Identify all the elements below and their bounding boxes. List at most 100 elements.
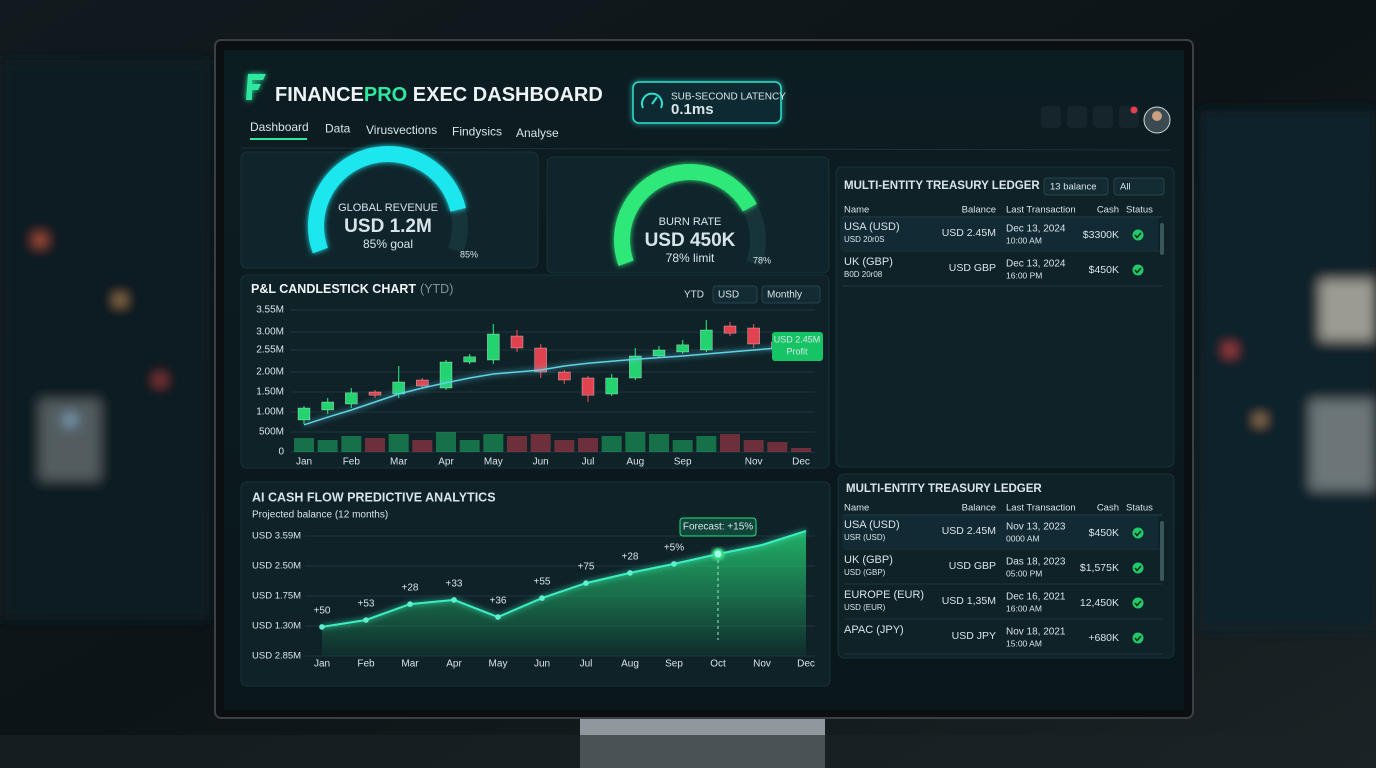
- x-tick-label: Aug: [621, 659, 639, 670]
- point-label: +50: [314, 606, 331, 617]
- entity-sub: USD (GBP): [844, 568, 886, 577]
- status-icon: [1132, 562, 1144, 574]
- status-check: [1134, 565, 1142, 572]
- gauge-percent: 85%: [460, 249, 478, 259]
- ledger-filter[interactable]: [1113, 177, 1165, 196]
- candle-body: [297, 407, 311, 421]
- x-tick-label: Dec: [792, 457, 810, 468]
- x-tick-label: Apr: [446, 659, 462, 670]
- entity-sub: B0D 20r08: [844, 270, 883, 279]
- search-button[interactable]: [1067, 106, 1087, 128]
- volume-bar: [743, 440, 764, 452]
- last-time: 10:00 AM: [1006, 235, 1042, 245]
- data-point: [319, 624, 325, 630]
- data-point: [583, 580, 589, 586]
- point-label: +33: [446, 579, 463, 590]
- cash: $450K: [1089, 527, 1119, 539]
- ledger-title: MULTI-ENTITY TREASURY LEDGER: [844, 180, 1040, 192]
- speed-needle: [651, 96, 658, 105]
- candle-body: [723, 325, 737, 334]
- nav-tab[interactable]: Analyse: [516, 126, 559, 140]
- currency-select[interactable]: [712, 285, 758, 304]
- desk: [0, 735, 1376, 768]
- forecast-marker: [712, 548, 724, 560]
- entity-name: USA (USD): [844, 519, 900, 531]
- scrollbar[interactable]: [1160, 223, 1164, 255]
- y-tick-label: 1.50M: [256, 387, 284, 398]
- row-highlight: [840, 217, 1158, 250]
- ledger-filter[interactable]: [1043, 177, 1109, 196]
- point-label: +75: [578, 562, 595, 573]
- x-tick-label: Jan: [314, 659, 330, 670]
- status-check: [1134, 635, 1142, 642]
- y-tick-label: 500M: [259, 427, 284, 438]
- column-header: Status: [1126, 205, 1153, 216]
- chart-title: AI CASH FLOW PREDICTIVE ANALYTICS: [252, 490, 496, 504]
- x-tick-label: Nov: [753, 659, 771, 670]
- column-header: Balance: [962, 503, 996, 514]
- y-tick-label: USD 1.30M: [252, 621, 301, 632]
- nav-tab[interactable]: Findysics: [452, 125, 502, 139]
- status-check: [1134, 600, 1142, 607]
- interval-select[interactable]: [761, 285, 821, 304]
- x-tick-label: Feb: [343, 457, 361, 468]
- volume-bar: [365, 438, 385, 452]
- toolbar[interactable]: [1041, 106, 1171, 134]
- y-tick-label: USD 2.50M: [252, 561, 301, 572]
- y-tick-label: 1.00M: [256, 407, 284, 418]
- entity-sub: USD (EUR): [844, 603, 886, 612]
- latency-label: SUB-SECOND LATENCY: [671, 92, 786, 103]
- notification-dot: [1130, 106, 1138, 114]
- point-label: +36: [490, 596, 507, 607]
- forecast-line: [321, 529, 807, 628]
- status-check: [1134, 267, 1142, 274]
- x-tick-label: May: [484, 457, 503, 468]
- title-part: PRO: [364, 84, 407, 106]
- chart-subtitle: Projected balance (12 months): [252, 510, 388, 521]
- x-tick-label: Nov: [745, 457, 763, 468]
- y-tick-label: 0: [278, 447, 284, 458]
- gauge-label: BURN RATE: [659, 216, 722, 228]
- nav-tab[interactable]: Dashboard: [250, 120, 309, 134]
- ledger-filter-value: All: [1120, 182, 1131, 193]
- column-header: Cash: [1097, 205, 1119, 216]
- status-icon: [1132, 264, 1144, 276]
- speed-icon: [641, 92, 663, 109]
- x-tick-label: Mar: [401, 659, 419, 670]
- scrollbar[interactable]: [1160, 521, 1164, 581]
- volume-bar: [436, 432, 456, 452]
- last-time: 0000 AM: [1006, 533, 1040, 543]
- volume-bar: [341, 436, 362, 452]
- volume-bar: [649, 434, 669, 452]
- nav-tab[interactable]: Virusvections: [366, 123, 437, 137]
- balance: USD 1,35M: [942, 595, 996, 607]
- candle-body: [581, 377, 595, 396]
- gauge-value-text: USD 1.2M: [344, 216, 432, 237]
- status-check: [1134, 530, 1142, 537]
- menu-button[interactable]: [1041, 106, 1061, 128]
- app-title: FINANCEPRO EXEC DASHBOARD: [275, 84, 603, 106]
- candle-body: [463, 356, 476, 363]
- data-point: [539, 595, 545, 601]
- last-time: 16:00 AM: [1006, 603, 1042, 613]
- cash: $450K: [1089, 264, 1119, 276]
- data-point: [363, 617, 369, 623]
- y-tick-label: USD 1.75M: [252, 591, 301, 602]
- candle-body: [416, 379, 429, 387]
- title-suffix: (YTD): [420, 282, 453, 296]
- ledger-filter-value: 13 balance: [1050, 182, 1096, 193]
- balance: USD 2.45M: [942, 227, 996, 239]
- column-header: Status: [1126, 503, 1153, 514]
- candle-body: [676, 344, 689, 353]
- data-point: [451, 597, 457, 603]
- cash: +680K: [1088, 632, 1119, 644]
- nav-tab[interactable]: Data: [325, 122, 351, 136]
- status-check: [1134, 232, 1142, 239]
- gauge-value-text: USD 450K: [645, 230, 736, 251]
- column-header: Name: [844, 503, 869, 514]
- volume-bar: [601, 436, 622, 452]
- history-button[interactable]: [1093, 106, 1113, 128]
- entity-name: UK (GBP): [844, 256, 893, 268]
- candle-body: [510, 335, 524, 349]
